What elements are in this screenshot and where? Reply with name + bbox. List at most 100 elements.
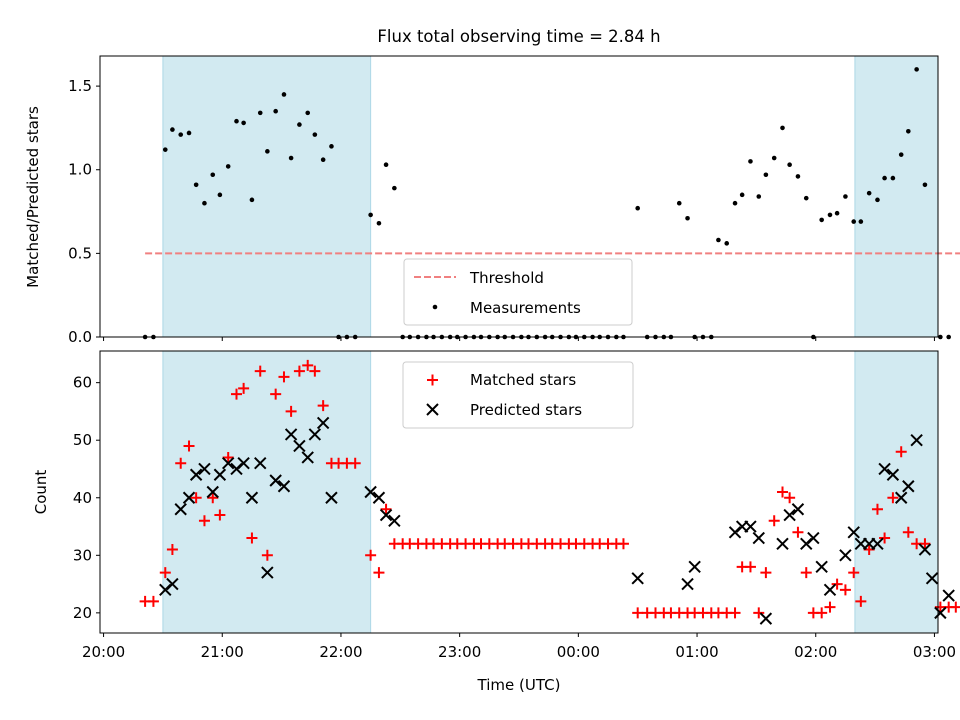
matched-star-point xyxy=(632,607,644,619)
matched-star-point xyxy=(380,503,392,515)
matched-star-point xyxy=(285,405,297,417)
measurement-point xyxy=(685,215,690,221)
measurement-point xyxy=(234,118,239,124)
measurement-point xyxy=(225,164,231,169)
matched-star-point xyxy=(792,526,804,538)
predicted-star-point xyxy=(254,457,267,470)
matched-star-point xyxy=(309,365,321,377)
measurement-point xyxy=(922,182,928,188)
measurement-point xyxy=(819,217,824,223)
bottom-plot-frame xyxy=(99,350,939,634)
legend-predicted-label: Predicted stars xyxy=(470,401,582,419)
predicted-star-point xyxy=(293,439,306,453)
measurement-point xyxy=(257,110,263,116)
matched-star-point xyxy=(222,451,234,463)
measurement-point xyxy=(851,219,857,224)
x-axis-label: Time (UTC) xyxy=(477,676,561,694)
matched-star-point xyxy=(317,400,329,412)
matched-star-point xyxy=(207,492,219,504)
y-tick-label: 60 xyxy=(73,374,92,392)
y-tick-label: 0.5 xyxy=(68,244,92,262)
legend-predicted-swatch xyxy=(426,403,439,416)
predicted-star-point xyxy=(871,537,884,551)
predicted-star-point xyxy=(839,549,852,562)
matched-star-point xyxy=(848,567,860,579)
y-tick-label: 30 xyxy=(73,546,92,564)
predicted-star-point xyxy=(166,577,179,591)
matched-star-point xyxy=(871,503,883,515)
measurement-point xyxy=(724,241,730,246)
matched-star-point xyxy=(246,532,258,544)
predicted-star-point xyxy=(910,433,923,447)
matched-star-point xyxy=(190,492,202,504)
top-shaded-spans xyxy=(162,55,939,338)
matched-star-point xyxy=(839,584,851,596)
measurement-point xyxy=(748,159,753,164)
predicted-star-point xyxy=(688,560,701,574)
matched-star-point xyxy=(887,492,899,504)
measurement-point xyxy=(914,67,919,72)
matched-star-point xyxy=(278,371,290,383)
y-tick-label: 50 xyxy=(73,431,92,449)
predicted-star-point xyxy=(198,462,211,476)
legend-matched-swatch xyxy=(427,374,438,386)
matched-star-point xyxy=(777,486,789,498)
matched-star-point xyxy=(302,359,314,371)
predicted-star-point xyxy=(815,560,828,574)
matched-star-point xyxy=(617,538,629,550)
top-plot-frame xyxy=(99,55,939,338)
predicted-star-point xyxy=(388,514,401,527)
measurement-point xyxy=(217,192,223,198)
x-tick-label: 03:00 xyxy=(913,643,956,661)
measurement-point xyxy=(178,132,184,137)
measurement-point xyxy=(882,175,887,181)
measurement-point xyxy=(186,130,192,136)
bottom-shaded-spans xyxy=(162,350,939,634)
top-legend: Threshold Measurements xyxy=(403,258,633,326)
measurement-point xyxy=(320,157,326,163)
measurement-point xyxy=(834,210,840,216)
predicted-star-point xyxy=(308,428,322,441)
legend-measurements-label: Measurements xyxy=(470,299,581,317)
predicted-star-point xyxy=(902,480,915,493)
bottom-y-axis: 20 30 40 50 60 xyxy=(73,374,100,622)
measurement-point xyxy=(376,220,382,226)
matched-star-point xyxy=(784,492,796,504)
matched-stars-points xyxy=(139,359,960,619)
measurement-point xyxy=(392,185,397,191)
predicted-star-point xyxy=(221,457,235,470)
matched-star-point xyxy=(238,382,250,394)
predicted-star-point xyxy=(759,612,773,625)
predicted-star-point xyxy=(245,491,259,504)
predicted-star-point xyxy=(269,474,282,487)
predicted-star-point xyxy=(894,491,908,504)
predicted-star-point xyxy=(174,503,187,516)
predicted-star-point xyxy=(918,543,932,556)
y-tick-label: 0.0 xyxy=(68,328,92,346)
matched-star-point xyxy=(816,607,828,619)
top-y-axis-label: Matched/Predicted stars xyxy=(24,106,42,288)
measurement-point xyxy=(780,125,785,131)
matched-star-point xyxy=(831,578,843,590)
predicted-star-point xyxy=(681,577,694,591)
measurement-point xyxy=(329,144,334,149)
x-tick-label: 22:00 xyxy=(319,643,362,661)
matched-star-point xyxy=(855,595,867,607)
predicted-star-point xyxy=(277,480,291,493)
predicted-star-point xyxy=(807,531,820,545)
predicted-star-point xyxy=(752,531,765,545)
bottom-panel: 20 30 40 50 60 20:00 21:00 22:00 23:00 00:00 01:0… xyxy=(32,350,960,694)
x-tick-label: 01:00 xyxy=(675,643,718,661)
x-tick-label: 00:00 xyxy=(557,643,600,661)
top-legend-box xyxy=(403,258,633,326)
matched-star-point xyxy=(261,549,273,561)
matched-star-point xyxy=(198,515,210,527)
predicted-star-point xyxy=(182,491,196,504)
y-tick-label: 20 xyxy=(73,604,92,622)
measurement-point xyxy=(368,212,373,218)
predicted-star-point xyxy=(942,589,955,602)
y-tick-label: 40 xyxy=(73,489,92,507)
measurement-point xyxy=(843,194,848,199)
predicted-star-point xyxy=(364,485,377,499)
x-tick-label: 20:00 xyxy=(82,643,125,661)
